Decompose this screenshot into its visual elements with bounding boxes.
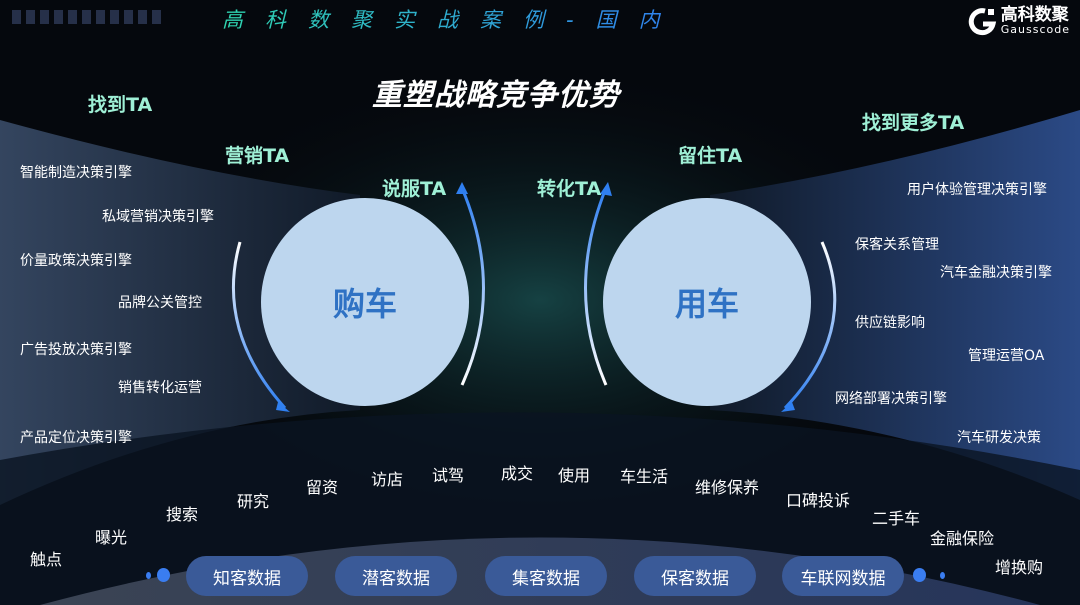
dot-decor xyxy=(157,568,170,582)
left-item: 销售转化运营 xyxy=(118,380,202,396)
journey-step: 试驾 xyxy=(432,466,465,485)
journey-step: 车生活 xyxy=(620,467,669,486)
journey-step: 口碑投诉 xyxy=(786,491,851,510)
right-funnel xyxy=(710,110,1080,500)
journey-step: 成交 xyxy=(501,464,534,483)
right-item: 保客关系管理 xyxy=(855,237,939,253)
page-title: 重塑战略竞争优势 xyxy=(372,78,620,113)
journey-step: 维修保养 xyxy=(695,478,760,497)
journey-step: 留资 xyxy=(306,478,339,497)
journey-step: 使用 xyxy=(558,466,591,485)
right-item: 汽车研发决策 xyxy=(957,430,1041,446)
header-banner: 高科数聚实战案例-国内 xyxy=(222,4,682,34)
ta-convert: 转化TA xyxy=(537,178,602,200)
journey-step: 二手车 xyxy=(872,509,921,528)
left-item: 广告投放决策引擎 xyxy=(20,342,132,358)
right-item: 网络部署决策引擎 xyxy=(835,391,947,407)
left-item: 品牌公关管控 xyxy=(118,295,202,311)
circle-buy-car: 购车 xyxy=(261,198,469,406)
circle-use-car: 用车 xyxy=(603,198,811,406)
left-funnel xyxy=(0,120,360,505)
dot-decor xyxy=(146,572,151,579)
logo-cn: 高科数聚 xyxy=(1000,5,1069,25)
dot-decor xyxy=(940,572,945,579)
data-pill-zhike[interactable]: 知客数据 xyxy=(186,556,308,596)
ta-persuade: 说服TA xyxy=(382,178,447,200)
data-pill-qianke[interactable]: 潜客数据 xyxy=(335,556,457,596)
journey-step: 触点 xyxy=(30,550,63,569)
journey-step: 搜索 xyxy=(166,505,199,524)
left-item: 智能制造决策引擎 xyxy=(20,165,132,181)
left-item: 价量政策决策引擎 xyxy=(20,253,132,269)
data-pill-jike[interactable]: 集客数据 xyxy=(485,556,607,596)
left-item: 私域营销决策引擎 xyxy=(102,209,214,225)
right-item: 供应链影响 xyxy=(855,315,925,331)
journey-step: 增换购 xyxy=(995,558,1044,577)
left-item: 产品定位决策引擎 xyxy=(20,430,132,446)
ta-find-more: 找到更多TA xyxy=(862,112,965,134)
journey-step: 曝光 xyxy=(95,528,128,547)
header-decor-bars xyxy=(12,10,161,24)
journey-step: 研究 xyxy=(237,492,270,511)
data-pill-baoke[interactable]: 保客数据 xyxy=(634,556,756,596)
right-item: 用户体验管理决策引擎 xyxy=(907,182,1047,198)
data-pill-chelianwang[interactable]: 车联网数据 xyxy=(782,556,904,596)
ta-retain: 留住TA xyxy=(678,145,743,167)
dot-decor xyxy=(913,568,926,582)
right-item: 管理运营OA xyxy=(968,348,1045,364)
gausscode-logo-icon xyxy=(968,8,996,36)
journey-step: 访店 xyxy=(371,470,404,489)
right-item: 汽车金融决策引擎 xyxy=(940,265,1052,281)
journey-step: 金融保险 xyxy=(930,529,995,548)
ta-find: 找到TA xyxy=(88,94,153,116)
ta-market: 营销TA xyxy=(225,145,290,167)
logo-en: Gausscode xyxy=(1000,23,1070,36)
logo: 高科数聚 Gausscode xyxy=(967,6,1070,36)
